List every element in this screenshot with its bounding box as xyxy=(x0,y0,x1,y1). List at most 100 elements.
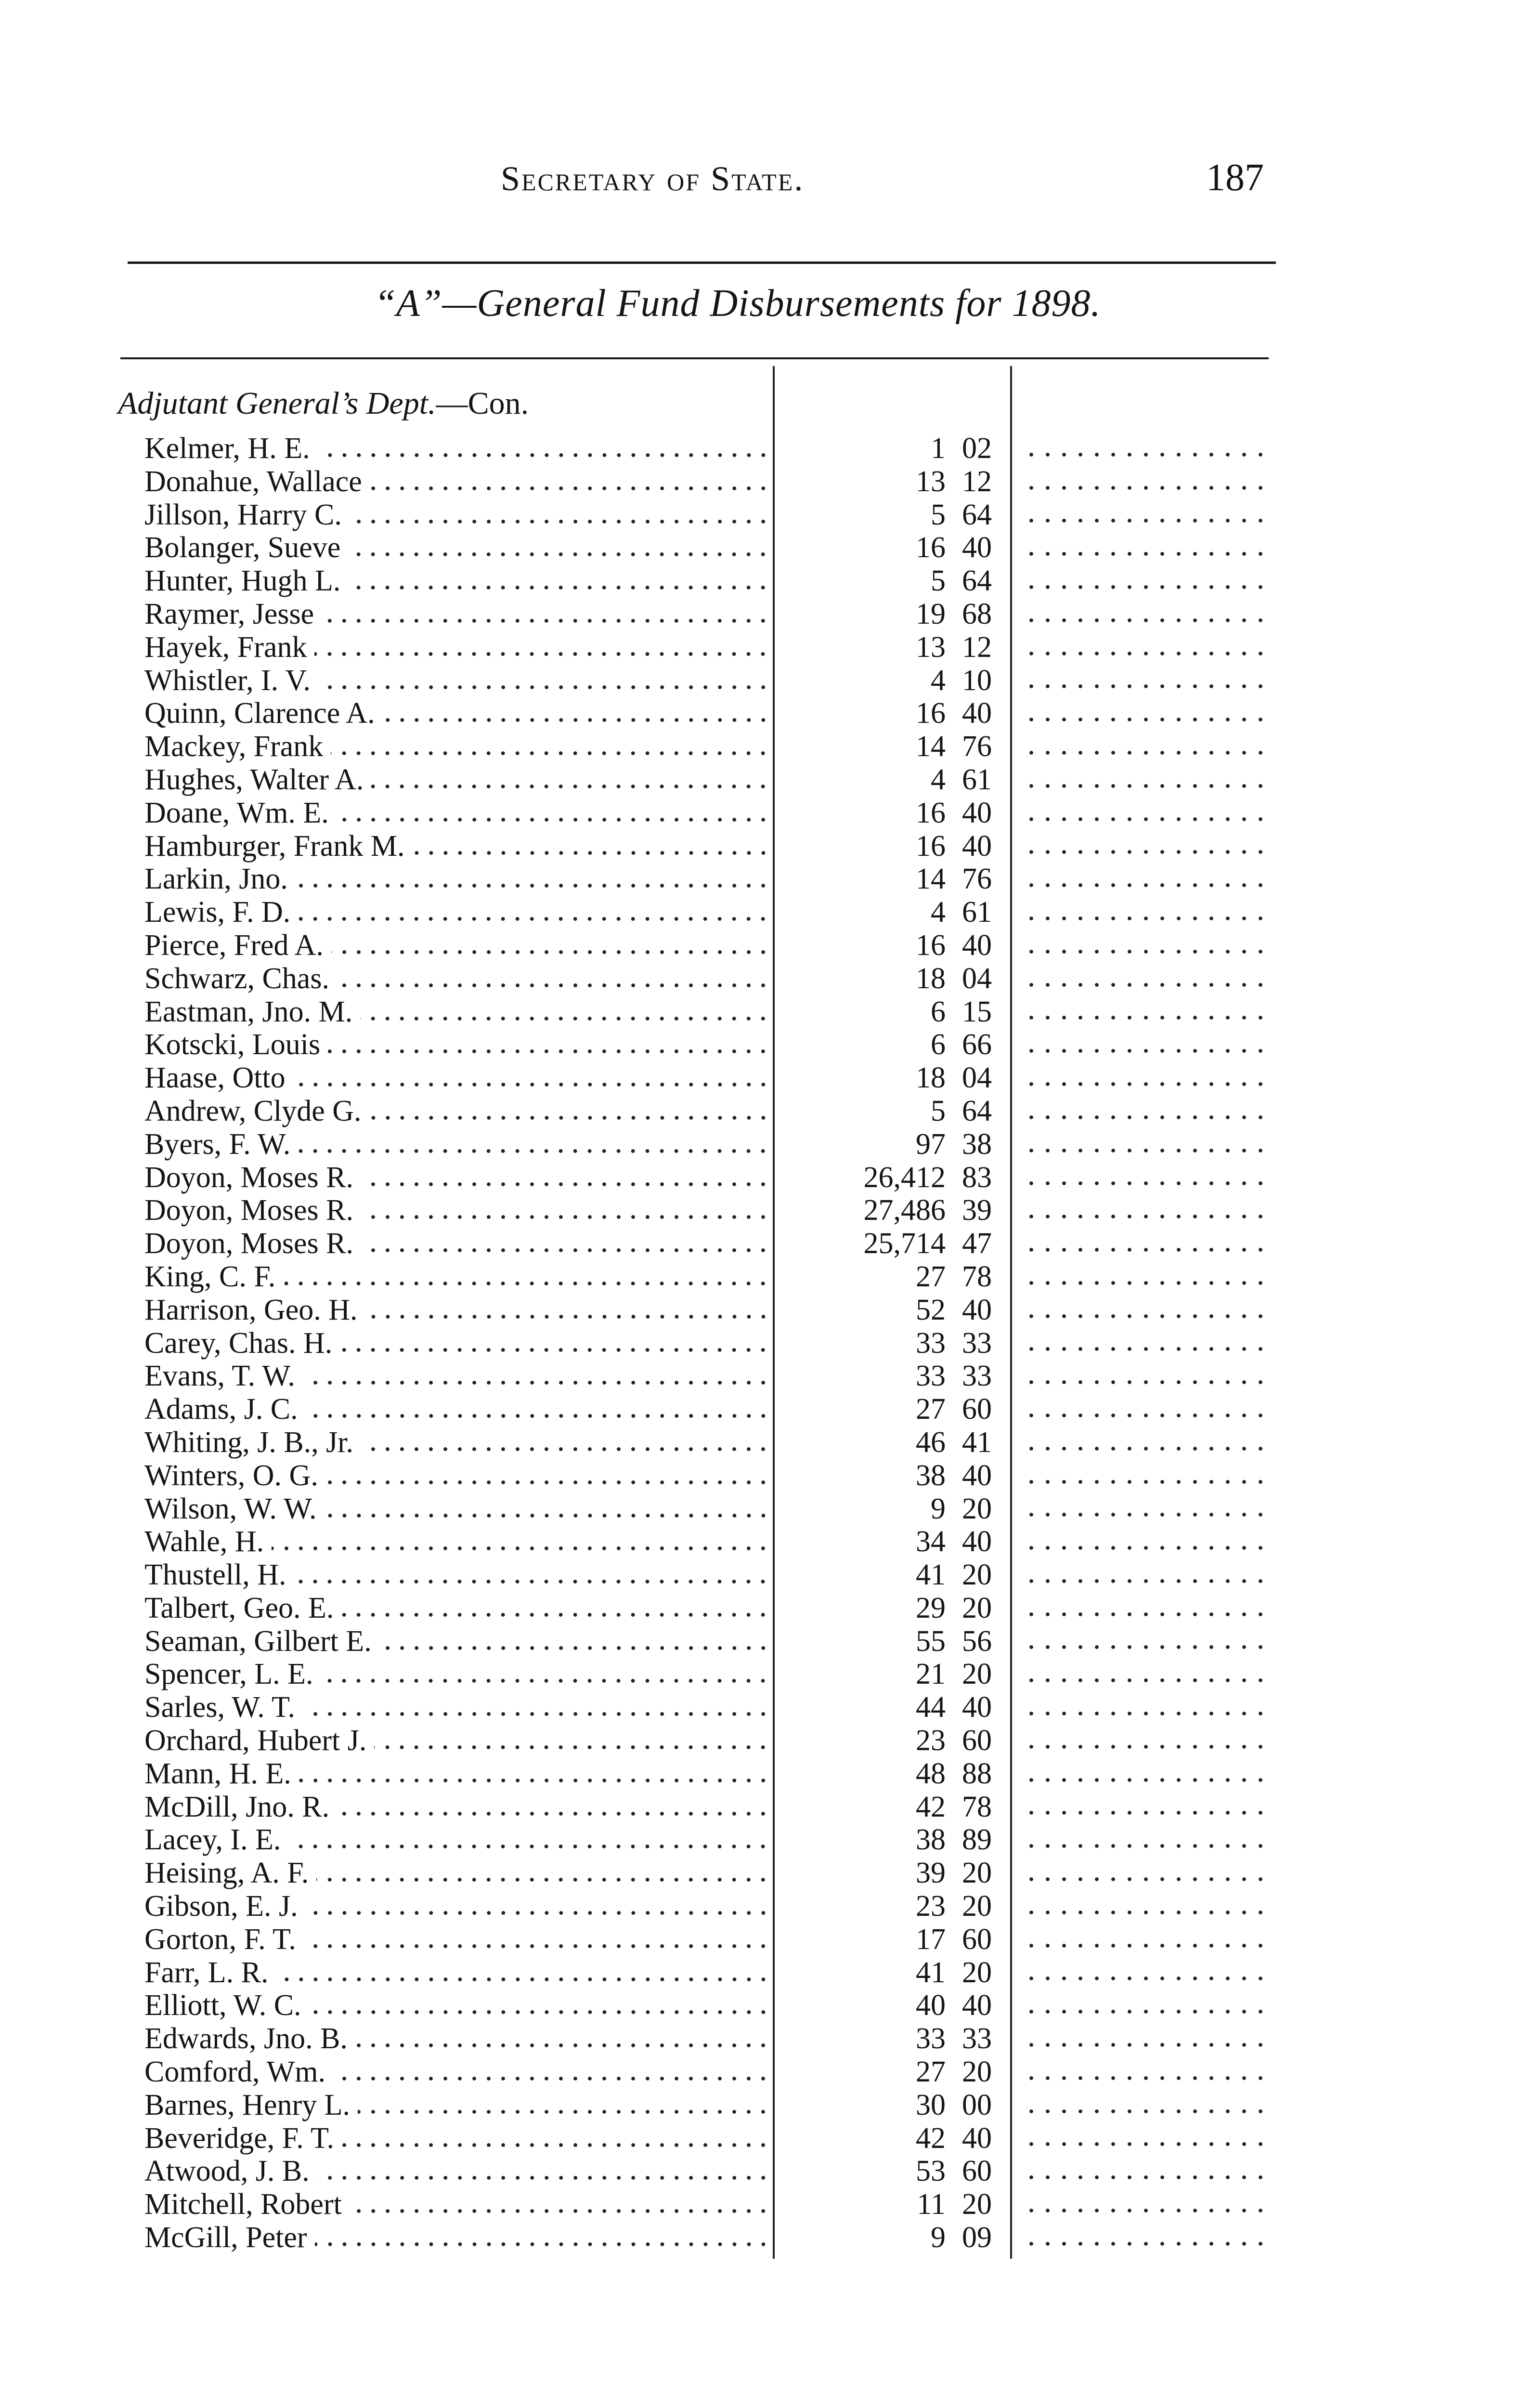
total-column-leader xyxy=(1023,2240,1273,2247)
amount-cell: 17 60 xyxy=(790,1923,992,1956)
amount-cents: 40 xyxy=(962,2121,992,2155)
payee-cell: Schwarz, Chas. xyxy=(144,962,770,995)
payee-name: Hayek, Frank xyxy=(144,630,307,664)
table-row: Sarles, W. T. 44 40 xyxy=(0,1691,1533,1724)
amount-cents: 78 xyxy=(962,1790,992,1823)
amount-cents: 20 xyxy=(962,1956,992,1989)
amount-cents: 33 xyxy=(962,2022,992,2055)
amount-cents: 40 xyxy=(962,1691,992,1724)
payee-name: Mann, H. E. xyxy=(144,1757,291,1790)
section-heading: Adjutant General’s Dept.—Con. xyxy=(118,385,529,422)
amount-dollars: 19 xyxy=(916,597,946,630)
payee-name: Jillson, Harry C. xyxy=(144,498,342,531)
amount-cents: 20 xyxy=(962,1591,992,1624)
amount-cell: 16 40 xyxy=(790,830,992,863)
dot-leader xyxy=(348,585,770,591)
amount-cents: 40 xyxy=(962,697,992,730)
total-column-leader xyxy=(1023,551,1273,557)
amount-dollars: 9 xyxy=(931,2221,946,2254)
dot-leader xyxy=(369,485,770,491)
table-row: Farr, L. R. 41 20 xyxy=(0,1956,1533,1989)
amount-dollars: 17 xyxy=(916,1923,946,1956)
total-column-leader xyxy=(1023,1114,1273,1120)
total-column-leader xyxy=(1023,1909,1273,1915)
total-column-leader xyxy=(1023,717,1273,723)
payee-name: Kotscki, Louis xyxy=(144,1028,321,1061)
top-rule xyxy=(128,262,1276,264)
amount-cents: 20 xyxy=(962,2188,992,2221)
amount-cell: 33 33 xyxy=(790,1327,992,1360)
amount-cell: 23 60 xyxy=(790,1724,992,1757)
amount-dollars: 34 xyxy=(916,1525,946,1558)
payee-name: King, C. F. xyxy=(144,1260,276,1293)
dot-leader xyxy=(283,1280,770,1286)
table-row: Atwood, J. B. 53 60 xyxy=(0,2155,1533,2188)
table-title: “A”—General Fund Disbursements for 1898. xyxy=(374,282,1101,325)
amount-dollars: 53 xyxy=(916,2155,946,2188)
amount-cell: 13 12 xyxy=(790,631,992,664)
amount-cell: 38 40 xyxy=(790,1459,992,1492)
payee-name: Adams, J. C. xyxy=(144,1393,298,1426)
payee-name: Hunter, Hugh L. xyxy=(144,564,341,598)
payee-cell: McDill, Jno. R. xyxy=(144,1791,770,1823)
amount-dollars: 33 xyxy=(916,1326,946,1360)
payee-name: Sarles, W. T. xyxy=(144,1691,295,1724)
total-column-leader xyxy=(1023,882,1273,889)
amount-dollars: 30 xyxy=(916,2088,946,2121)
column-divider-amount xyxy=(1010,366,1012,2259)
amount-cell: 4 61 xyxy=(790,896,992,929)
amount-cents: 60 xyxy=(962,1923,992,1956)
dot-leader xyxy=(322,617,770,624)
total-column-leader xyxy=(1023,650,1273,656)
amount-cell: 13 12 xyxy=(790,465,992,498)
amount-cell: 52 40 xyxy=(790,1294,992,1326)
amount-cell: 16 40 xyxy=(790,531,992,564)
total-column-leader xyxy=(1023,1015,1273,1021)
table-row: Spencer, L. E. 21 20 xyxy=(0,1658,1533,1691)
amount-cents: 40 xyxy=(962,531,992,564)
table-row: Seaman, Gilbert E. 55 56 xyxy=(0,1625,1533,1658)
amount-dollars: 13 xyxy=(916,465,946,498)
table-row: Donahue, Wallace 13 12 xyxy=(0,465,1533,498)
payee-cell: Donahue, Wallace xyxy=(144,465,770,498)
total-column-leader xyxy=(1023,1412,1273,1418)
payee-cell: Gibson, E. J. xyxy=(144,1890,770,1923)
payee-cell: Beveridge, F. T. xyxy=(144,2122,770,2155)
table-row: Jillson, Harry C. 5 64 xyxy=(0,498,1533,532)
amount-dollars: 21 xyxy=(916,1658,946,1691)
total-column-leader xyxy=(1023,1512,1273,1518)
total-column-leader xyxy=(1023,749,1273,756)
payee-cell: Doane, Wm. E. xyxy=(144,797,770,829)
dot-leader xyxy=(382,717,770,723)
dot-leader xyxy=(321,1678,770,1684)
payee-name: Haase, Otto xyxy=(144,1061,286,1095)
amount-dollars: 26,412 xyxy=(863,1161,946,1194)
dot-leader xyxy=(314,651,770,657)
amount-dollars: 1 xyxy=(931,432,946,465)
amount-cell: 34 40 xyxy=(790,1525,992,1558)
amount-dollars: 41 xyxy=(916,1558,946,1592)
amount-dollars: 16 xyxy=(916,929,946,962)
table-row: Byers, F. W. 97 38 xyxy=(0,1128,1533,1161)
dot-leader xyxy=(295,883,770,889)
payee-name: Mackey, Frank xyxy=(144,730,324,763)
amount-cell: 14 76 xyxy=(790,730,992,763)
payee-cell: Thustell, H. xyxy=(144,1558,770,1591)
amount-cell: 33 33 xyxy=(790,1360,992,1392)
amount-cell: 1 02 xyxy=(790,432,992,465)
table-row: Adams, J. C. 27 60 xyxy=(0,1393,1533,1426)
dot-leader xyxy=(314,2241,770,2248)
total-column-leader xyxy=(1023,1379,1273,1386)
total-column-leader xyxy=(1023,1280,1273,1286)
payee-name: Gorton, F. T. xyxy=(144,1923,296,1956)
amount-cell: 39 20 xyxy=(790,1857,992,1889)
payee-name: Pierce, Fred A. xyxy=(144,929,324,962)
table-row: Barnes, Henry L. 30 00 xyxy=(0,2089,1533,2122)
table-row: Bolanger, Sueve 16 40 xyxy=(0,531,1533,564)
payee-cell: Mitchell, Robert xyxy=(144,2188,770,2221)
total-column-leader xyxy=(1023,1578,1273,1584)
column-divider-name xyxy=(773,366,775,2259)
amount-dollars: 23 xyxy=(916,1724,946,1757)
payee-name: Donahue, Wallace xyxy=(144,465,362,498)
dot-leader xyxy=(340,1347,770,1353)
